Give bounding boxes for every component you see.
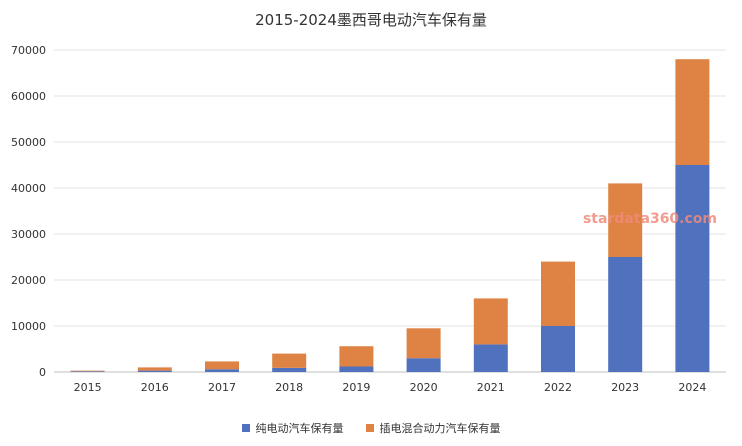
bar-segment-bev-2023[interactable] — [608, 257, 643, 372]
legend-item-phev[interactable]: 插电混合动力汽车保有量 — [365, 420, 501, 436]
legend-label-bev: 纯电动汽车保有量 — [255, 422, 344, 435]
bars — [70, 59, 710, 372]
bar-segment-phev-2022[interactable] — [541, 261, 575, 326]
watermark-text: stardata360.com — [583, 211, 717, 227]
x-tick-label: 2020 — [410, 381, 438, 394]
legend-label-phev: 插电混合动力汽车保有量 — [379, 422, 501, 435]
bar-segment-phev-2023[interactable] — [608, 183, 643, 257]
bar-segment-phev-2017[interactable] — [205, 361, 239, 370]
x-tick-label: 2015 — [74, 381, 102, 394]
y-tick-label: 40000 — [11, 182, 46, 195]
bar-segment-bev-2024[interactable] — [675, 165, 710, 372]
x-tick-label: 2024 — [678, 381, 706, 394]
bar-segment-phev-2019[interactable] — [339, 346, 374, 367]
bar-segment-bev-2017[interactable] — [205, 369, 239, 372]
y-tick-label: 10000 — [11, 320, 46, 333]
x-tick-label: 2018 — [275, 381, 303, 394]
bar-segment-bev-2016[interactable] — [137, 370, 172, 372]
chart-title: 2015-2024墨西哥电动汽车保有量 — [255, 11, 487, 29]
x-tick-label: 2022 — [544, 381, 572, 394]
axes: 0 10000 20000 30000 40000 50000 60000 70000 2015… — [11, 44, 706, 394]
bar-segment-bev-2022[interactable] — [541, 326, 575, 372]
x-tick-label: 2017 — [208, 381, 236, 394]
x-tick-label: 2023 — [611, 381, 639, 394]
bar-segment-bev-2020[interactable] — [406, 358, 441, 372]
y-tick-label: 70000 — [11, 44, 46, 57]
bar-segment-phev-2021[interactable] — [473, 298, 508, 345]
y-tick-label: 0 — [39, 366, 46, 379]
y-tick-label: 50000 — [11, 136, 46, 149]
bar-segment-phev-2020[interactable] — [406, 328, 441, 359]
y-tick-label: 20000 — [11, 274, 46, 287]
legend: 纯电动汽车保有量 插电混合动力汽车保有量 — [0, 420, 742, 436]
bar-segment-bev-2015[interactable] — [70, 371, 105, 372]
bar-segment-phev-2018[interactable] — [272, 353, 307, 368]
bar-segment-phev-2016[interactable] — [137, 367, 172, 371]
x-tick-label: 2021 — [477, 381, 505, 394]
y-tick-label: 30000 — [11, 228, 46, 241]
bar-segment-bev-2021[interactable] — [473, 344, 508, 372]
legend-item-bev[interactable]: 纯电动汽车保有量 — [241, 420, 344, 436]
x-tick-label: 2016 — [141, 381, 169, 394]
y-tick-label: 60000 — [11, 90, 46, 103]
bar-segment-phev-2015[interactable] — [70, 370, 105, 372]
legend-swatch-bev — [241, 424, 250, 432]
legend-swatch-phev — [365, 424, 374, 432]
bar-segment-phev-2024[interactable] — [675, 59, 710, 166]
x-tick-label: 2019 — [342, 381, 370, 394]
bar-segment-bev-2019[interactable] — [339, 366, 374, 372]
bar-segment-bev-2018[interactable] — [272, 367, 307, 372]
